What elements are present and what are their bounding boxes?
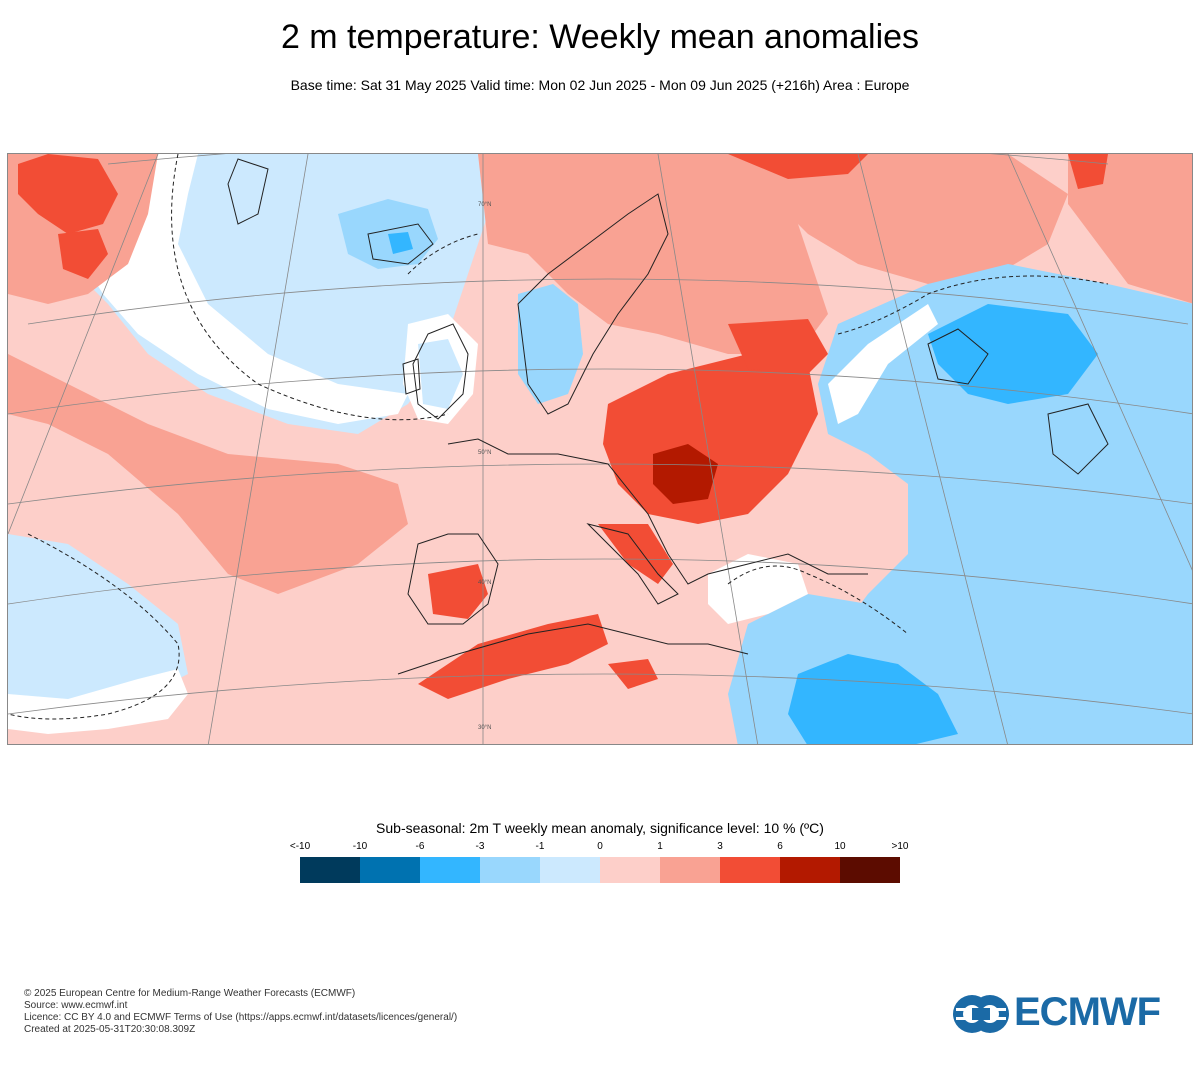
legend-swatch xyxy=(360,857,420,883)
legend-swatch xyxy=(720,857,780,883)
legend-title: Sub-seasonal: 2m T weekly mean anomaly, … xyxy=(376,820,824,836)
legend-swatch xyxy=(540,857,600,883)
region-central-europe-2 xyxy=(728,319,828,374)
region-iberia xyxy=(428,564,488,619)
region-atlantic-white-ring xyxy=(68,154,408,424)
footer-created: Created at 2025-05-31T20:30:08.309Z xyxy=(24,1024,196,1035)
anomaly-map[interactable]: 70°N 50°N 40°N 30°N xyxy=(7,153,1193,745)
region-british-isles-blue xyxy=(418,339,463,409)
region-russia-kazakhstan xyxy=(818,264,1192,744)
ecmwf-logo[interactable]: ECMWF xyxy=(952,990,1182,1038)
legend-tick-label: -6 xyxy=(415,841,425,852)
legend-tick-label: 6 xyxy=(777,841,783,852)
legend-swatch xyxy=(300,857,360,883)
lat-label-70: 70°N xyxy=(478,202,491,208)
graticule xyxy=(8,154,1192,744)
legend-tick-label: -1 xyxy=(535,841,545,852)
ecmwf-logo-icon xyxy=(953,995,1009,1033)
legend-tick-label: 0 xyxy=(597,841,603,852)
region-levant-core xyxy=(788,654,958,744)
coastlines xyxy=(227,158,1109,675)
lat-label-50: 50°N xyxy=(478,450,491,456)
legend-tick-label: <-10 xyxy=(289,841,311,852)
footer-source: Source: www.ecmwf.int xyxy=(24,1000,128,1011)
footer-credits: © 2025 European Centre for Medium-Range … xyxy=(24,988,457,1036)
region-scandinavia-west xyxy=(518,284,583,404)
region-northern-europe xyxy=(478,154,828,354)
region-west-atlantic-blue xyxy=(8,534,188,714)
legend-colorbar xyxy=(300,857,900,883)
legend-tick-label: -10 xyxy=(352,841,368,852)
map-canvas: 70°N 50°N 40°N 30°N xyxy=(8,154,1192,744)
legend-swatch xyxy=(600,857,660,883)
legend-tick-label: 1 xyxy=(657,841,663,852)
legend-tick-label: -3 xyxy=(475,841,485,852)
region-subtropical-atlantic xyxy=(8,354,408,594)
footer-licence: Licence: CC BY 4.0 and ECMWF Terms of Us… xyxy=(24,1012,458,1023)
region-hungary-balkans xyxy=(653,444,718,504)
region-east-med-white xyxy=(708,554,808,624)
footer-copyright: © 2025 European Centre for Medium-Range … xyxy=(24,988,356,999)
legend-swatch xyxy=(660,857,720,883)
lat-label-30: 30°N xyxy=(478,725,491,731)
legend-swatch xyxy=(480,857,540,883)
legend-tick-label: 10 xyxy=(834,841,846,852)
region-caspian-core xyxy=(928,304,1098,404)
region-northern-russia xyxy=(728,154,1068,284)
legend-tick-label: 3 xyxy=(717,841,723,852)
legend-tick-label: >10 xyxy=(891,841,909,852)
significance-contours xyxy=(8,154,1109,720)
region-eastern-white-ring xyxy=(828,304,938,424)
region-iceland-core xyxy=(388,232,413,254)
region-north-africa xyxy=(418,614,608,699)
legend-ticks: <-10 -10 -6 -3 -1 0 1 3 6 10 >10 xyxy=(290,841,909,853)
region-svalbard xyxy=(1068,154,1192,304)
region-west-atlantic-white xyxy=(8,669,188,734)
legend-swatch xyxy=(780,857,840,883)
region-greenland-hot-2 xyxy=(58,229,108,279)
region-northern-russia-hot xyxy=(728,154,868,179)
legend-swatch xyxy=(420,857,480,883)
legend-swatch xyxy=(840,857,900,883)
chart-title: 2 m temperature: Weekly mean anomalies xyxy=(280,18,920,56)
lat-label-40: 40°N xyxy=(478,580,491,586)
region-greenland-hot xyxy=(18,154,118,234)
chart-subtitle: Base time: Sat 31 May 2025 Valid time: M… xyxy=(290,77,910,93)
ecmwf-logo-text: ECMWF xyxy=(1014,990,1161,1034)
